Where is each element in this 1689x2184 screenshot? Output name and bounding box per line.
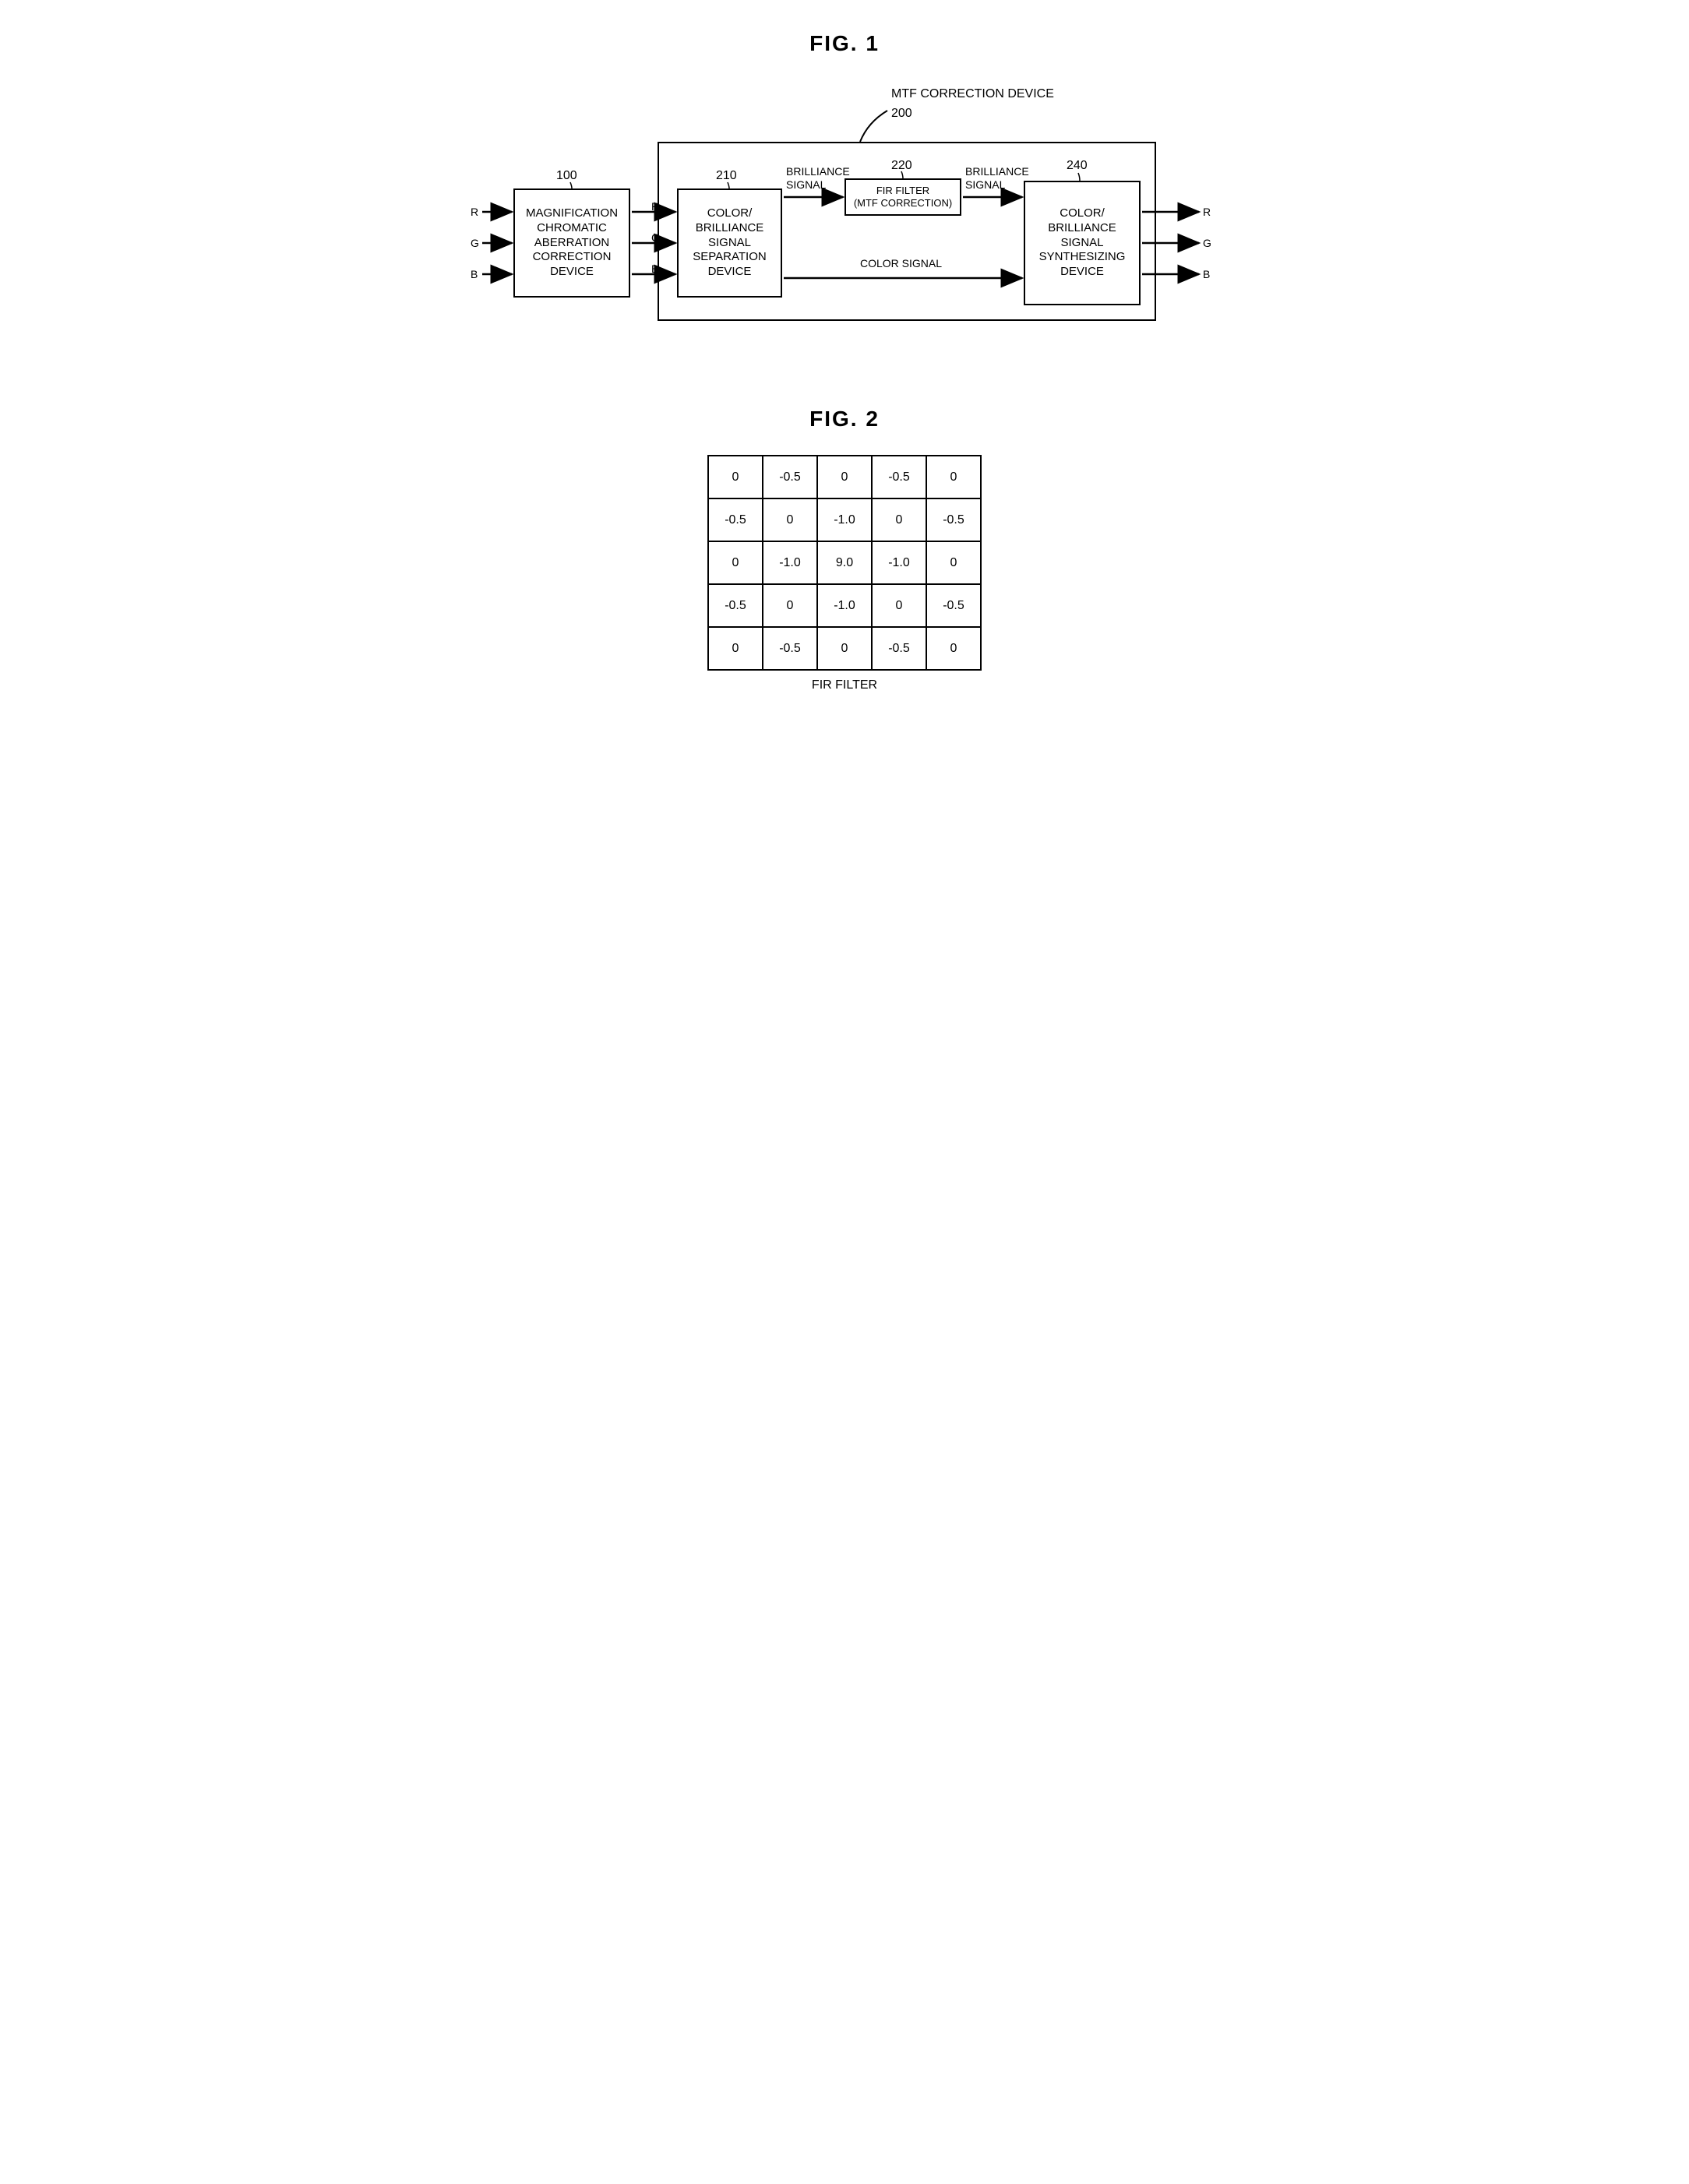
- brl-l0: BRILLIANCE: [786, 165, 850, 178]
- fir-cell: -0.5: [926, 498, 981, 541]
- b100-l3: CORRECTION: [533, 250, 612, 265]
- fir-cell: -1.0: [817, 498, 872, 541]
- out-R-label: R: [1203, 206, 1211, 219]
- block-210-num: 210: [716, 169, 737, 183]
- b100-l4: DEVICE: [550, 265, 594, 280]
- brilliance-right-label: BRILLIANCE SIGNAL: [965, 165, 1029, 192]
- mid-B-label: B: [651, 262, 658, 276]
- b210-l2: SIGNAL: [708, 236, 751, 251]
- fir-cell: 0: [926, 627, 981, 670]
- brl-l1: SIGNAL: [786, 178, 826, 191]
- block-220-num: 220: [891, 159, 912, 173]
- fir-cell: -1.0: [872, 541, 926, 584]
- fir-cell: 0: [708, 456, 763, 498]
- b240-l0: COLOR/: [1060, 206, 1105, 221]
- table-row: 0 -0.5 0 -0.5 0: [708, 627, 981, 670]
- table-row: -0.5 0 -1.0 0 -0.5: [708, 584, 981, 627]
- in-R-label: R: [471, 206, 478, 219]
- brr-l0: BRILLIANCE: [965, 165, 1029, 178]
- b240-l1: BRILLIANCE: [1048, 221, 1116, 236]
- fir-cell: 0: [872, 498, 926, 541]
- b240-l4: DEVICE: [1060, 265, 1104, 280]
- out-G-label: G: [1203, 237, 1211, 250]
- out-B-label: B: [1203, 268, 1210, 281]
- b100-l1: CHROMATIC: [537, 221, 607, 236]
- block-100: MAGNIFICATION CHROMATIC ABERRATION CORRE…: [513, 188, 630, 298]
- fig2-title: FIG. 2: [455, 407, 1234, 432]
- table-row: 0 -1.0 9.0 -1.0 0: [708, 541, 981, 584]
- b220-l0: FIR FILTER: [876, 185, 929, 197]
- b240-l2: SIGNAL: [1060, 236, 1103, 251]
- fir-cell: 0: [708, 541, 763, 584]
- fir-cell: -0.5: [872, 627, 926, 670]
- b240-l3: SYNTHESIZING: [1039, 250, 1126, 265]
- mid-R-label: R: [651, 200, 659, 213]
- fir-cell: -0.5: [708, 584, 763, 627]
- in-B-label: B: [471, 268, 478, 281]
- fir-cell: 0: [926, 456, 981, 498]
- fir-cell: -0.5: [926, 584, 981, 627]
- fig1-diagram: MTF CORRECTION DEVICE 200 100 MAGNIFICAT…: [455, 79, 1234, 360]
- brr-l1: SIGNAL: [965, 178, 1005, 191]
- fig1-title: FIG. 1: [455, 31, 1234, 56]
- table-row: 0 -0.5 0 -0.5 0: [708, 456, 981, 498]
- mid-G-label: G: [651, 231, 660, 245]
- block-220: FIR FILTER (MTF CORRECTION): [844, 178, 961, 216]
- table-row: -0.5 0 -1.0 0 -0.5: [708, 498, 981, 541]
- fir-caption: FIR FILTER: [455, 678, 1234, 692]
- b210-l4: DEVICE: [708, 265, 752, 280]
- fir-cell: 9.0: [817, 541, 872, 584]
- b210-l1: BRILLIANCE: [696, 221, 764, 236]
- fir-cell: -0.5: [872, 456, 926, 498]
- block-210: COLOR/ BRILLIANCE SIGNAL SEPARATION DEVI…: [677, 188, 782, 298]
- fir-cell: 0: [872, 584, 926, 627]
- fir-cell: -0.5: [708, 498, 763, 541]
- block-240: COLOR/ BRILLIANCE SIGNAL SYNTHESIZING DE…: [1024, 181, 1141, 305]
- fir-cell: -0.5: [763, 627, 817, 670]
- fir-cell: 0: [763, 498, 817, 541]
- fir-filter-table: 0 -0.5 0 -0.5 0 -0.5 0 -1.0 0 -0.5 0 -1.…: [707, 455, 982, 671]
- fir-cell: -1.0: [817, 584, 872, 627]
- page: FIG. 1 MTF CORRECTION DEVICE 200 100 MAG…: [455, 31, 1234, 692]
- outer-device-label: MTF CORRECTION DEVICE: [891, 87, 1054, 101]
- fir-cell: -1.0: [763, 541, 817, 584]
- fir-cell: 0: [817, 627, 872, 670]
- outer-device-num: 200: [891, 107, 912, 121]
- fir-cell: 0: [817, 456, 872, 498]
- in-G-label: G: [471, 237, 479, 250]
- fig2-wrap: FIG. 2 0 -0.5 0 -0.5 0 -0.5 0 -1.0 0 -0.…: [455, 407, 1234, 692]
- b210-l0: COLOR/: [707, 206, 753, 221]
- fir-cell: 0: [926, 541, 981, 584]
- fir-cell: 0: [708, 627, 763, 670]
- block-240-num: 240: [1067, 159, 1088, 173]
- brilliance-left-label: BRILLIANCE SIGNAL: [786, 165, 850, 192]
- block-100-num: 100: [556, 169, 577, 183]
- b210-l3: SEPARATION: [693, 250, 766, 265]
- fir-cell: 0: [763, 584, 817, 627]
- color-signal-label: COLOR SIGNAL: [860, 257, 942, 270]
- b220-l1: (MTF CORRECTION): [854, 197, 952, 210]
- b100-l0: MAGNIFICATION: [526, 206, 618, 221]
- b100-l2: ABERRATION: [534, 236, 609, 251]
- fir-cell: -0.5: [763, 456, 817, 498]
